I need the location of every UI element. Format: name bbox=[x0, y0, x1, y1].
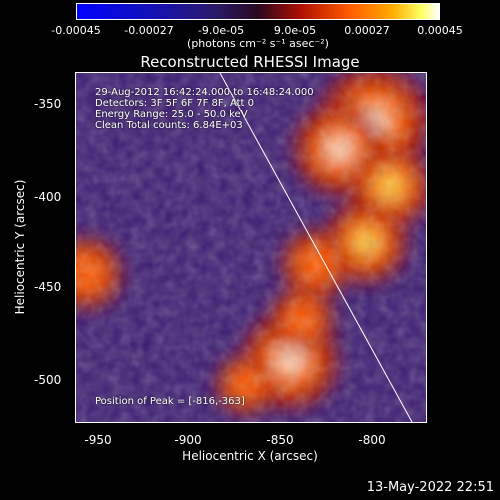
x-tick-label: -800 bbox=[358, 433, 386, 447]
x-tick-label: -950 bbox=[84, 433, 112, 447]
detectors-info: Detectors: 3F 5F 6F 7F 8F, Att 0 bbox=[95, 98, 255, 109]
observation-time: 29-Aug-2012 16:42:24.000 to 16:48:24.000 bbox=[95, 87, 314, 98]
colorbar-units: (photons cm⁻² s⁻¹ asec⁻²) bbox=[187, 37, 329, 50]
heatmap-image bbox=[76, 73, 426, 422]
x-tick-label: -850 bbox=[266, 433, 294, 447]
colorbar-tick-label: 9.0e-05 bbox=[273, 24, 317, 37]
clean-counts: Clean Total counts: 6.84E+03 bbox=[95, 120, 243, 131]
noise-texture bbox=[76, 73, 426, 422]
x-tick-label: -900 bbox=[174, 433, 202, 447]
energy-range: Energy Range: 25.0 - 50.0 keV bbox=[95, 109, 248, 120]
colorbar-tick-label: 0.00027 bbox=[344, 24, 390, 37]
colorbar-tick-label: -0.00027 bbox=[124, 24, 174, 37]
peak-position: Position of Peak = [-816,-363] bbox=[95, 396, 245, 407]
y-tick-label: -350 bbox=[34, 97, 62, 111]
y-axis-label: Heliocentric Y (arcsec) bbox=[13, 179, 27, 315]
colorbar-tick-label: -0.00045 bbox=[51, 24, 101, 37]
y-tick-label: -400 bbox=[34, 190, 62, 204]
colorbar-tick-label: 0.00045 bbox=[417, 24, 463, 37]
x-axis-label: Heliocentric X (arcsec) bbox=[182, 449, 318, 463]
render-timestamp: 13-May-2022 22:51 bbox=[366, 480, 494, 495]
solar-limb-line bbox=[219, 73, 413, 422]
y-tick-label: -450 bbox=[34, 280, 62, 294]
colorbar bbox=[76, 3, 440, 20]
chart-title: Reconstructed RHESSI Image bbox=[140, 53, 360, 71]
plot-area: 29-Aug-2012 16:42:24.000 to 16:48:24.000… bbox=[75, 72, 427, 423]
colorbar-tick-label: -9.0e-05 bbox=[197, 24, 245, 37]
y-tick-label: -500 bbox=[34, 373, 62, 387]
